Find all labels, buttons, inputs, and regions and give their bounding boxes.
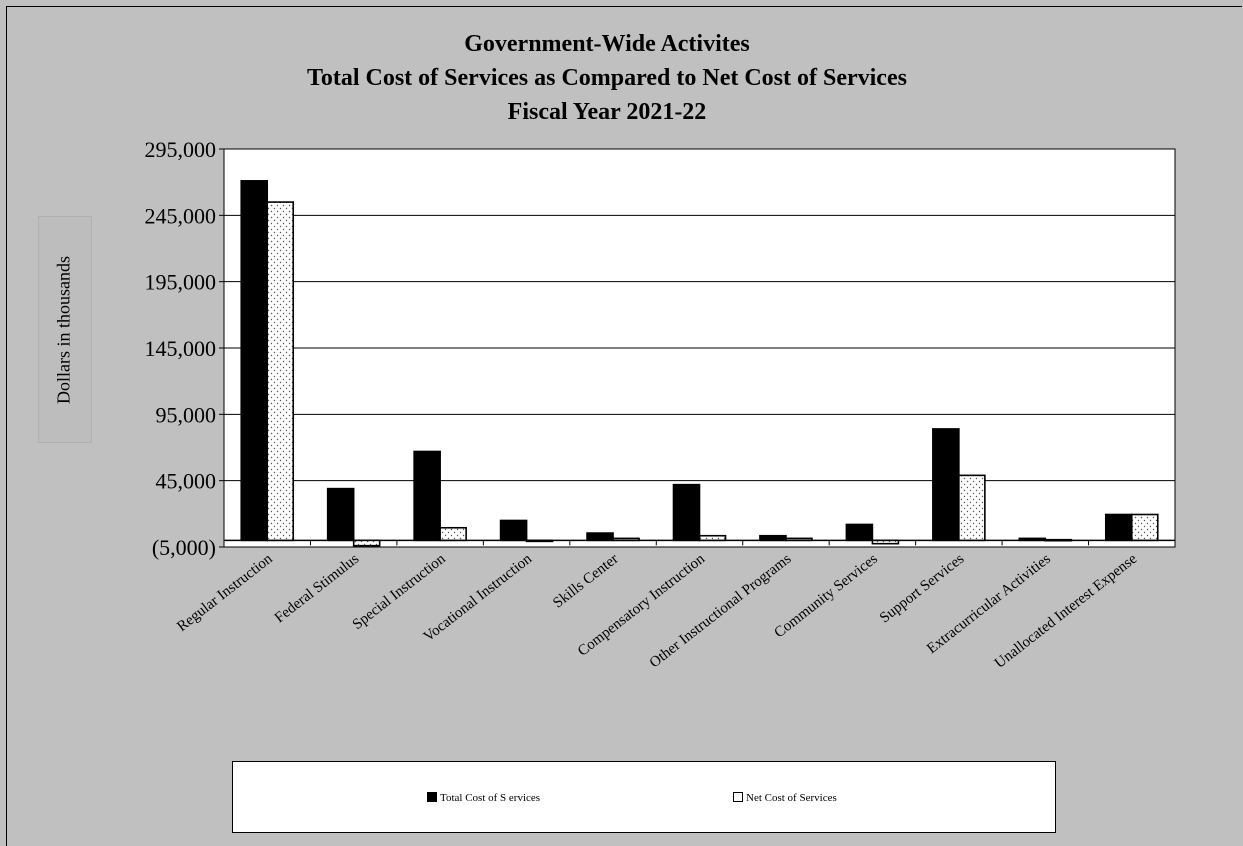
y-tick-label: (5,000) bbox=[152, 535, 216, 560]
x-tick-label: Skills Center bbox=[550, 551, 621, 612]
bar-net-0 bbox=[266, 201, 295, 542]
legend-swatch-total bbox=[427, 792, 437, 803]
bar-total-0 bbox=[240, 180, 269, 542]
bar-net-2 bbox=[439, 526, 467, 542]
bar-total-7 bbox=[845, 523, 874, 542]
bar-total-10 bbox=[1104, 513, 1133, 542]
bar-total-9 bbox=[1018, 537, 1047, 542]
chart-title-line-3: Fiscal Year 2021-22 bbox=[507, 99, 707, 125]
bar-total-4 bbox=[586, 532, 614, 542]
bar-total-2 bbox=[413, 450, 441, 542]
bar-net-3 bbox=[525, 539, 554, 543]
y-tick-label: 295,000 bbox=[145, 137, 217, 162]
bar-net-7 bbox=[871, 539, 900, 545]
chart-title-line-1: Government-Wide Activites bbox=[464, 31, 750, 57]
legend-label-total: Total Cost of S ervices bbox=[440, 792, 541, 804]
x-tick-label: Support Services bbox=[877, 551, 967, 627]
x-tick-label: Special Instruction bbox=[350, 551, 449, 633]
bar-net-9 bbox=[1044, 538, 1073, 542]
bar-net-1 bbox=[352, 539, 381, 547]
legend-item-net: Net Cost of Services bbox=[733, 792, 837, 804]
chart-title-line-2: Total Cost of Services as Compared to Ne… bbox=[307, 65, 907, 91]
legend-item-total: Total Cost of S ervices bbox=[427, 792, 540, 804]
y-axis-label-box bbox=[38, 216, 92, 443]
bar-net-6 bbox=[785, 537, 813, 542]
y-tick-label: 45,000 bbox=[156, 469, 217, 494]
y-tick-label: 195,000 bbox=[145, 270, 217, 295]
bar-net-4 bbox=[612, 537, 640, 542]
chart-title: Government-Wide Activites Total Cost of … bbox=[7, 27, 1207, 129]
bar-total-6 bbox=[759, 534, 787, 542]
x-tick-label: Regular Instruction bbox=[174, 551, 276, 635]
legend-swatch-net bbox=[733, 792, 743, 803]
x-tick-label: Federal Stimulus bbox=[272, 551, 362, 627]
bar-total-5 bbox=[672, 483, 701, 542]
bar-total-3 bbox=[499, 519, 528, 542]
legend: Total Cost of S ervices Net Cost of Serv… bbox=[232, 761, 1056, 833]
bar-net-8 bbox=[958, 474, 986, 542]
y-tick-label: 145,000 bbox=[145, 336, 217, 361]
bar-net-5 bbox=[698, 534, 727, 542]
bar-total-8 bbox=[932, 428, 960, 542]
x-tick-label: Other Instructional Programs bbox=[647, 551, 795, 671]
y-tick-label: 245,000 bbox=[145, 203, 217, 228]
legend-label-net: Net Cost of Services bbox=[746, 792, 837, 804]
x-tick-label: Unallocated Interest Expense bbox=[992, 551, 1141, 672]
y-tick-label: 95,000 bbox=[156, 402, 217, 427]
bar-net-10 bbox=[1130, 513, 1159, 542]
bar-total-1 bbox=[326, 487, 355, 542]
